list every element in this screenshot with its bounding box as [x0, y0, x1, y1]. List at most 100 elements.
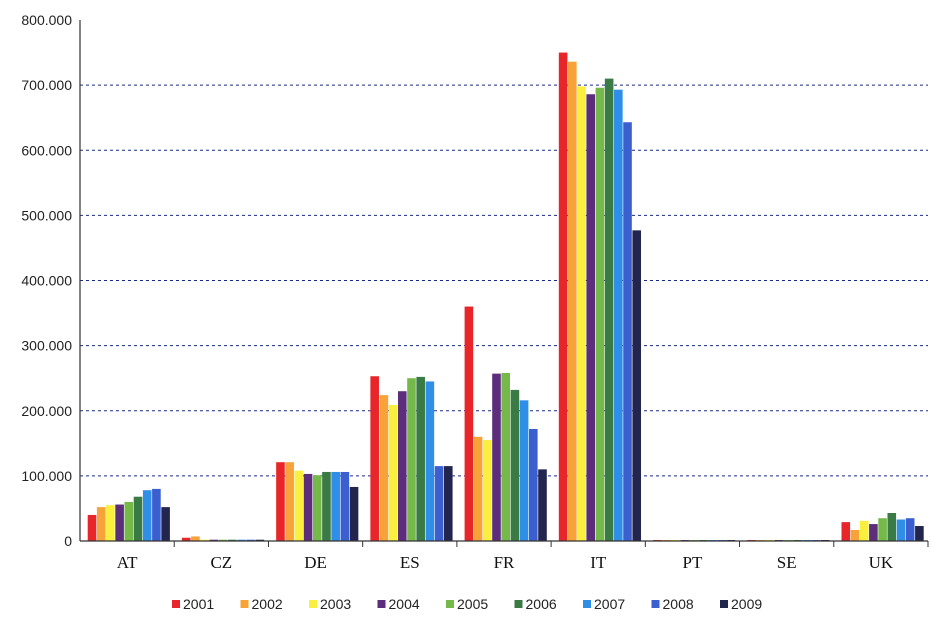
y-tick-label: 700.000 — [21, 77, 72, 93]
legend-swatch-2001 — [172, 600, 180, 608]
bar-CZ-2003 — [200, 539, 209, 541]
y-tick-label: 400.000 — [21, 273, 72, 289]
bar-IT-2003 — [577, 86, 586, 542]
legend-label: 2003 — [320, 596, 351, 612]
bar-DE-2006 — [322, 471, 331, 541]
bar-DE-2003 — [294, 470, 304, 541]
y-tick-label: 500.000 — [21, 207, 72, 223]
y-axis-ticks: 0 100.000 200.000 300.000 400.000 500.000 600.… — [21, 12, 72, 549]
bar-AT-2006 — [133, 496, 143, 541]
x-axis-ticks: AT CZ DE ES FR IT PT SE UK — [117, 541, 929, 572]
bar-ES-2006 — [416, 376, 425, 541]
bar-AT-2003 — [106, 505, 115, 541]
bar-DE-2004 — [303, 473, 313, 541]
bar-FR-2002 — [473, 436, 483, 541]
bar-DE-2007 — [331, 471, 340, 541]
bar-ES-2002 — [379, 395, 389, 541]
bar-AT-2004 — [115, 504, 124, 541]
bar-UK-2003 — [859, 520, 869, 541]
y-tick-label: 100.000 — [21, 468, 72, 484]
x-tick-label: AT — [117, 553, 138, 572]
bar-FR-2008 — [529, 428, 538, 541]
y-tick-label: 600.000 — [21, 142, 72, 158]
bar-UK-2004 — [869, 524, 878, 541]
legend-swatch-2002 — [240, 600, 249, 608]
legend-label: 2002 — [252, 596, 283, 612]
x-tick-label: UK — [869, 553, 894, 572]
bar-DE-2008 — [340, 471, 350, 541]
bar-IT-2001 — [558, 52, 568, 541]
bar-FR-2004 — [492, 373, 501, 541]
bar-IT-2002 — [568, 61, 577, 542]
legend: 2001 2002 2003 2004 2005 2006 2007 2008 2009 — [172, 596, 762, 612]
bar-FR-2009 — [538, 469, 547, 541]
bar-IT-2007 — [614, 89, 623, 541]
legend-label: 2001 — [183, 596, 214, 612]
bar-IT-2006 — [604, 78, 614, 542]
bar-ES-2001 — [370, 376, 379, 541]
legend-swatch-2009 — [720, 600, 728, 608]
bar-ES-2009 — [443, 466, 453, 541]
bar-UK-2002 — [850, 529, 860, 541]
legend-swatch-2007 — [583, 600, 591, 608]
legend-label: 2004 — [389, 596, 420, 612]
bar-CZ-2005 — [218, 539, 228, 541]
bar-DE-2002 — [285, 462, 294, 541]
bar-CZ-2006 — [227, 539, 237, 541]
x-tick-label: ES — [400, 553, 420, 572]
bar-UK-2009 — [915, 526, 924, 541]
bar-DE-2005 — [312, 475, 322, 541]
bar-CZ-2009 — [255, 539, 265, 541]
bar-IT-2004 — [586, 94, 596, 542]
x-tick-label: SE — [777, 553, 797, 572]
y-tick-label: 800.000 — [21, 12, 72, 28]
bar-CZ-2007 — [237, 539, 246, 541]
x-tick-label: FR — [494, 553, 515, 572]
legend-swatch-2005 — [446, 600, 454, 608]
bar-UK-2006 — [887, 512, 897, 541]
bar-CZ-2001 — [181, 537, 191, 541]
y-tick-label: 300.000 — [21, 338, 72, 354]
bar-IT-2009 — [632, 230, 642, 541]
bar-AT-2007 — [142, 490, 152, 541]
bar-FR-2001 — [464, 306, 474, 541]
bar-ES-2008 — [434, 466, 444, 541]
bar-FR-2006 — [510, 389, 520, 541]
x-tick-label: IT — [590, 553, 607, 572]
bar-UK-2007 — [896, 519, 906, 541]
bar-AT-2001 — [87, 514, 97, 541]
y-tick-label: 200.000 — [21, 403, 72, 419]
legend-swatch-2004 — [377, 600, 386, 608]
bar-CZ-2002 — [191, 536, 200, 541]
bar-CZ-2008 — [246, 539, 255, 541]
x-tick-label: CZ — [210, 553, 232, 572]
bar-AT-2009 — [161, 507, 170, 541]
x-tick-label: DE — [304, 553, 327, 572]
legend-swatch-2003 — [309, 600, 317, 608]
bar-UK-2001 — [841, 522, 851, 541]
bar-FR-2007 — [519, 400, 529, 541]
bar-FR-2003 — [483, 440, 492, 541]
bar-DE-2001 — [276, 462, 285, 541]
bar-AT-2008 — [152, 488, 161, 541]
x-tick-label: PT — [683, 553, 703, 572]
bar-IT-2008 — [623, 122, 632, 541]
bar-UK-2005 — [878, 518, 887, 541]
legend-label: 2005 — [457, 596, 488, 612]
legend-label: 2007 — [594, 596, 625, 612]
legend-swatch-2006 — [514, 600, 523, 608]
bar-ES-2005 — [407, 378, 416, 541]
legend-swatch-2008 — [651, 600, 660, 608]
bar-UK-2008 — [905, 518, 915, 541]
bar-AT-2005 — [124, 501, 134, 541]
legend-label: 2008 — [663, 596, 694, 612]
legend-label: 2009 — [731, 596, 762, 612]
bar-ES-2007 — [425, 381, 435, 541]
bar-IT-2005 — [595, 87, 605, 541]
bar-ES-2003 — [388, 404, 398, 541]
legend-label: 2006 — [526, 596, 557, 612]
bar-CZ-2004 — [209, 539, 219, 541]
bar-FR-2005 — [501, 372, 510, 541]
bar-ES-2004 — [397, 391, 407, 541]
